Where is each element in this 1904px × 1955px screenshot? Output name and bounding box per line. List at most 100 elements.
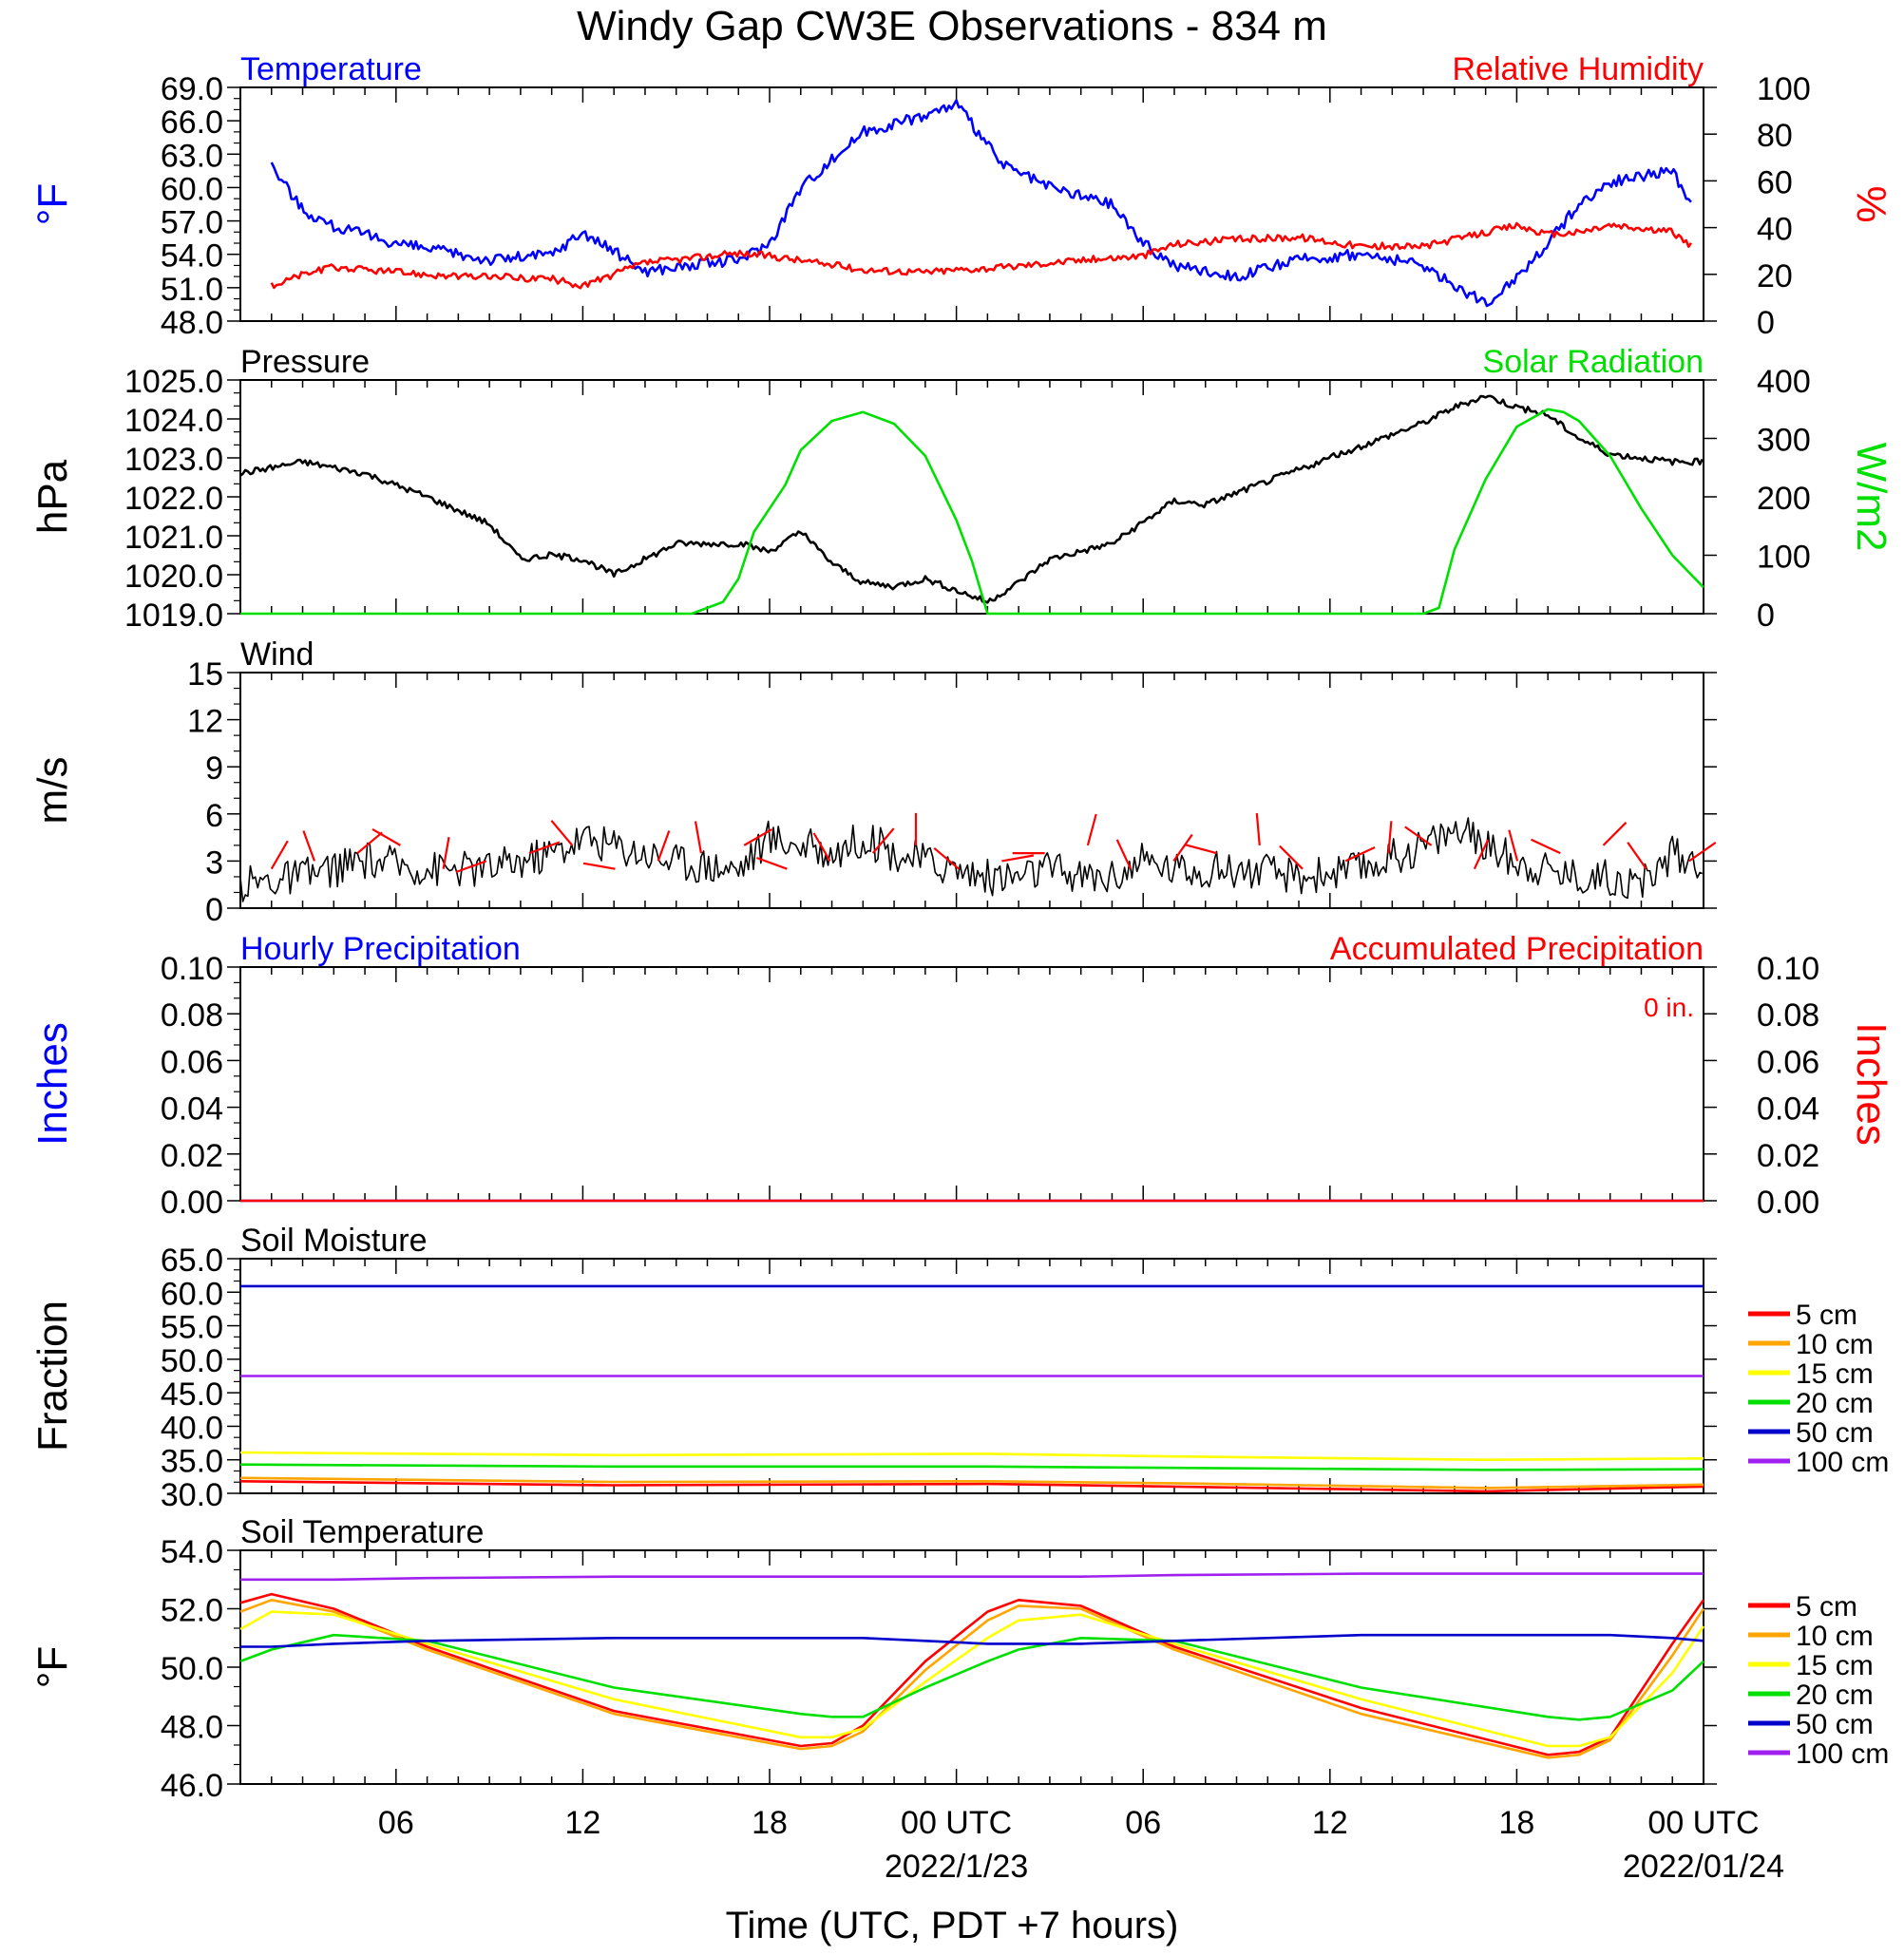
y-tick-label: 50.0 <box>161 1343 223 1379</box>
panel-left-title: Soil Moisture <box>240 1223 428 1259</box>
y-axis-right-label: W/m2 <box>1848 443 1894 552</box>
panel-right-title: Solar Radiation <box>1483 344 1704 380</box>
panel-precip: 0.10 0.08 0.06 0.04 0.02 0.00 0.10 0.08 0.06 0.04… <box>29 931 1894 1221</box>
y-tick-label: 35.0 <box>161 1444 223 1480</box>
series-line-20-cm <box>239 1463 1704 1471</box>
y-tick-label: 66.0 <box>161 104 223 141</box>
y-tick-label: 0.10 <box>161 951 223 987</box>
wind-barb <box>1508 829 1519 862</box>
y-tick-label: 1019.0 <box>124 598 223 634</box>
y-right-tick-label: 0.00 <box>1757 1185 1819 1221</box>
y-axis-label: m/s <box>29 757 76 825</box>
legend-label: 15 cm <box>1796 1650 1874 1681</box>
wind-barb <box>1531 838 1561 855</box>
panel-soil_temp: 54.0 52.0 50.0 48.0 46.0 Soil Temperature °F 5 … <box>29 1514 1889 1804</box>
plot-frame <box>239 86 1704 322</box>
panel-wind: 15 12 9 6 3 0 Wind m/s <box>29 636 1717 928</box>
y-right-tick-label: 40 <box>1757 212 1793 248</box>
panel-right-title: Relative Humidity <box>1452 51 1704 87</box>
y-right-tick-label: 0.10 <box>1757 951 1819 987</box>
panels: 69.066.063.060.057.054.051.048.010080604… <box>29 51 1894 1804</box>
y-tick-label: 1021.0 <box>124 520 223 556</box>
wind-barb <box>694 821 703 854</box>
panel-right-title: Accumulated Precipitation <box>1330 931 1704 967</box>
y-axis-label: °F <box>29 1646 76 1688</box>
y-tick-label: 0.02 <box>161 1138 223 1174</box>
legend-label: 100 cm <box>1796 1447 1889 1478</box>
y-tick-label: 1024.0 <box>124 403 223 439</box>
y-right-tick-label: 0.06 <box>1757 1044 1819 1080</box>
wind-barb <box>528 841 561 855</box>
y-tick-label: 15 <box>187 656 223 693</box>
y-axis-label: °F <box>29 183 76 225</box>
panel-left-title: Temperature <box>240 51 422 87</box>
legend-label: 50 cm <box>1796 1417 1874 1449</box>
y-tick-label: 46.0 <box>161 1768 223 1804</box>
panel-left-title: Soil Temperature <box>240 1514 484 1550</box>
y-right-tick-label: 60 <box>1757 164 1793 200</box>
y-right-tick-label: 200 <box>1757 481 1811 517</box>
y-right-tick-label: 300 <box>1757 423 1811 459</box>
plot-frame <box>239 966 1704 1202</box>
y-axis-label: hPa <box>29 459 76 534</box>
y-axis-label: Inches <box>29 1022 76 1146</box>
legend-label: 10 cm <box>1796 1329 1874 1360</box>
y-tick-label: 0.08 <box>161 997 223 1034</box>
y-right-tick-label: 0 <box>1757 598 1775 634</box>
legend-label: 20 cm <box>1796 1680 1874 1711</box>
wind-barb <box>1255 812 1261 845</box>
legend-label: 15 cm <box>1796 1358 1874 1390</box>
wind-barb <box>582 862 616 870</box>
wind-barb <box>812 832 831 862</box>
y-tick-label: 0.04 <box>161 1091 223 1128</box>
wind-barb <box>356 831 383 854</box>
y-tick-label: 54.0 <box>161 1534 223 1570</box>
y-tick-label: 0 <box>205 892 223 928</box>
series-line-100-cm <box>240 1572 1704 1582</box>
wind-barbs <box>270 812 1717 874</box>
figure-title: Windy Gap CW3E Observations - 834 m <box>577 3 1327 49</box>
y-tick-label: 65.0 <box>161 1243 223 1279</box>
series-line-solar-radiation <box>240 408 1704 616</box>
y-tick-label: 60.0 <box>161 1276 223 1312</box>
y-tick-label: 45.0 <box>161 1376 223 1413</box>
x-tick-label: 12 <box>1312 1805 1348 1841</box>
x-date-label: 2022/1/23 <box>885 1849 1028 1885</box>
wind-barb <box>455 860 487 874</box>
plot-frame <box>239 379 1704 615</box>
series-line-temperature <box>270 99 1692 308</box>
series-line-5-cm <box>239 1480 1704 1493</box>
wind-barb <box>933 846 960 870</box>
y-tick-label: 1020.0 <box>124 559 223 595</box>
legend-label: 10 cm <box>1796 1621 1874 1652</box>
legend-label: 100 cm <box>1796 1738 1889 1770</box>
y-axis-right-label: % <box>1848 185 1894 222</box>
y-right-tick-label: 100 <box>1757 540 1811 576</box>
panel-left-title: Hourly Precipitation <box>240 931 521 967</box>
wind-barb <box>1279 845 1304 870</box>
y-right-tick-label: 0.08 <box>1757 997 1819 1034</box>
wind-barb <box>1404 826 1433 846</box>
y-tick-label: 48.0 <box>161 305 223 341</box>
y-right-tick-label: 20 <box>1757 258 1793 294</box>
series-line-15-cm <box>239 1451 1704 1461</box>
series-line-15-cm <box>239 1610 1705 1748</box>
wind-barb <box>302 830 316 862</box>
wind-barb <box>442 837 450 869</box>
y-tick-label: 40.0 <box>161 1410 223 1446</box>
y-right-tick-label: 100 <box>1757 71 1811 107</box>
wind-barb <box>1115 839 1133 870</box>
legend-label: 20 cm <box>1796 1388 1874 1419</box>
series-line-5-cm <box>239 1592 1705 1756</box>
legend-label: 5 cm <box>1796 1591 1857 1623</box>
wind-barb <box>270 840 289 870</box>
y-tick-label: 1023.0 <box>124 442 223 478</box>
y-axis-right-label: Inches <box>1848 1022 1894 1146</box>
x-date-label: 2022/01/24 <box>1623 1849 1784 1885</box>
y-tick-label: 57.0 <box>161 205 223 241</box>
y-tick-label: 1025.0 <box>124 364 223 400</box>
wind-barb <box>1688 841 1717 863</box>
